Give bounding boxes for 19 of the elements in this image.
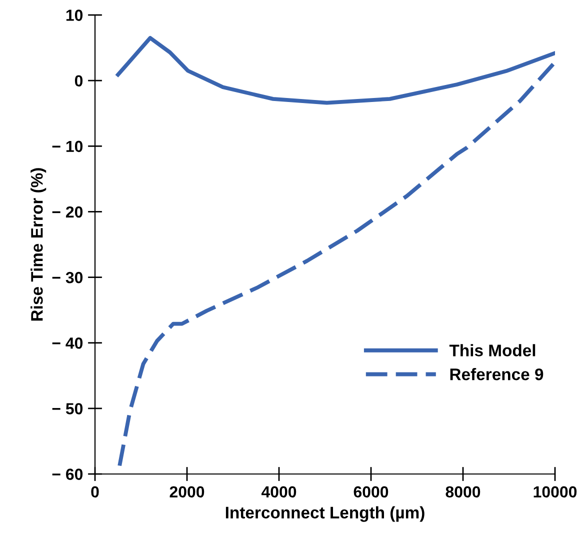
y-tick-label: 0 bbox=[74, 75, 83, 87]
x-tick-label: 6000 bbox=[354, 486, 388, 498]
y-tick-label: − 60 bbox=[52, 468, 83, 480]
line-series bbox=[116, 36, 555, 105]
legend-label: Reference 9 bbox=[450, 368, 544, 380]
legend-label: This Model bbox=[449, 344, 536, 356]
x-tick-label: 10000 bbox=[534, 486, 577, 498]
y-tick-label: − 50 bbox=[52, 403, 83, 414]
y-tick-label: − 40 bbox=[52, 337, 83, 349]
x-tick-label: 2000 bbox=[170, 486, 204, 498]
x-axis-title: Interconnect Length (µm) bbox=[226, 506, 424, 522]
x-tick-label: 8000 bbox=[446, 486, 480, 498]
y-tick-label: − 20 bbox=[52, 206, 83, 218]
x-tick-label: 0 bbox=[91, 486, 99, 498]
x-tick-label: 4000 bbox=[261, 486, 296, 498]
y-tick-label: 10 bbox=[66, 10, 83, 21]
y-tick-label: − 30 bbox=[52, 272, 83, 284]
y-tick-label: − 10 bbox=[52, 140, 83, 152]
y-axis-title: Rise Time Error (%) bbox=[30, 168, 46, 321]
